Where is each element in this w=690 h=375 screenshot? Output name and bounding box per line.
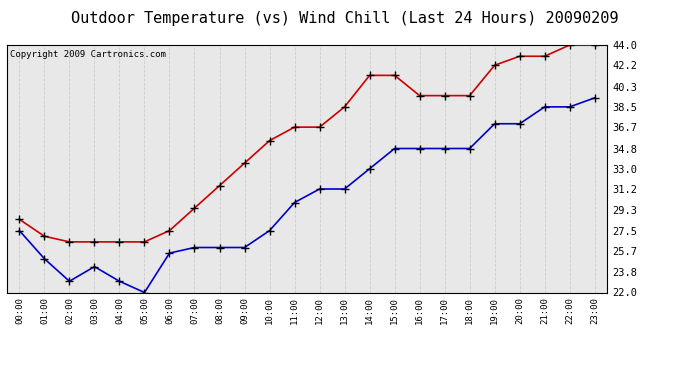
Text: Outdoor Temperature (vs) Wind Chill (Last 24 Hours) 20090209: Outdoor Temperature (vs) Wind Chill (Las… <box>71 11 619 26</box>
Text: Copyright 2009 Cartronics.com: Copyright 2009 Cartronics.com <box>10 50 166 59</box>
